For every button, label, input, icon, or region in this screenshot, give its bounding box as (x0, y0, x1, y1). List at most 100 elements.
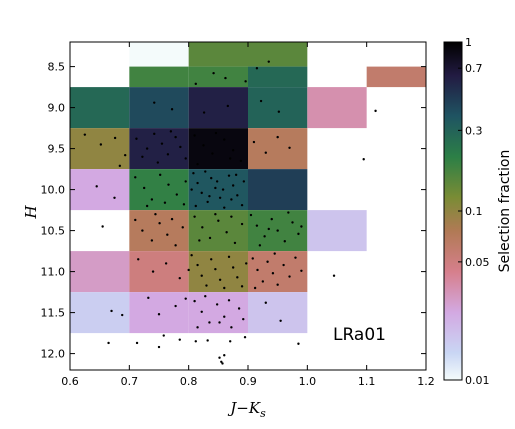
data-point (157, 313, 161, 316)
data-point (110, 309, 113, 313)
data-point (196, 162, 199, 166)
data-point (231, 149, 235, 152)
heatmap-cell (248, 128, 308, 170)
heatmap-cells (70, 42, 426, 334)
heatmap-cell (188, 210, 248, 252)
data-point (221, 362, 224, 365)
y-tick-label: 8.5 (48, 61, 66, 74)
data-point (187, 268, 190, 272)
colorbar-tick-label: 0.7 (465, 62, 483, 75)
data-point (229, 340, 232, 343)
heatmap-cell (248, 42, 308, 67)
data-point (158, 222, 161, 225)
data-point (206, 200, 209, 204)
x-tick-label: 0.6 (61, 375, 79, 388)
data-point (134, 176, 137, 179)
data-point (223, 138, 226, 141)
y-tick-label: 11.5 (41, 307, 66, 320)
data-point (227, 255, 231, 259)
data-point (239, 159, 243, 163)
data-point (258, 244, 262, 247)
y-axis-label: H (22, 205, 40, 220)
data-point (170, 108, 174, 111)
data-point (264, 301, 267, 304)
data-point (142, 186, 146, 190)
heatmap-cell (129, 87, 189, 129)
data-point (256, 268, 259, 272)
data-point (99, 143, 103, 146)
data-point (101, 225, 104, 228)
x-tick-label: 0.7 (121, 375, 139, 388)
data-point (151, 270, 155, 273)
heatmap-cell (129, 128, 189, 170)
data-point (282, 263, 285, 267)
data-point (236, 194, 239, 197)
data-point (184, 180, 187, 183)
colorbar-tick-label: 1 (465, 36, 472, 49)
data-point (279, 319, 282, 322)
x-axis-label: J−Ks (227, 399, 266, 420)
data-point (178, 276, 181, 280)
data-point (244, 80, 247, 83)
data-point (166, 153, 170, 156)
heatmap-cell (129, 210, 189, 252)
data-point (242, 317, 245, 321)
data-point (276, 135, 279, 139)
data-point (294, 256, 297, 259)
data-point (166, 233, 169, 236)
data-point (174, 135, 177, 139)
data-point (107, 341, 110, 345)
data-point (218, 278, 222, 281)
data-point (196, 326, 199, 329)
data-point (264, 151, 267, 154)
heatmap-cell (248, 251, 308, 293)
data-point (267, 227, 270, 231)
heatmap-cell (129, 66, 189, 88)
data-point (240, 222, 244, 226)
data-point (237, 307, 241, 310)
data-point (229, 157, 232, 160)
data-point (206, 339, 209, 342)
data-point (227, 174, 231, 177)
data-point (240, 203, 244, 207)
x-axis: 0.6 0.7 0.8 0.9 1.0 1.1 1.2 (61, 42, 435, 388)
data-point (175, 193, 178, 196)
data-point (193, 215, 196, 218)
data-point (291, 221, 294, 224)
data-point (202, 144, 205, 147)
data-point (242, 180, 246, 183)
data-point (249, 213, 253, 217)
data-point (218, 356, 221, 359)
data-point (288, 146, 291, 149)
data-point (204, 295, 207, 298)
x-tick-label: 0.9 (239, 375, 257, 388)
data-point (163, 201, 167, 204)
data-point (157, 345, 161, 349)
data-point (192, 172, 195, 175)
data-point (215, 303, 219, 306)
data-point (135, 137, 138, 140)
data-point (184, 297, 187, 300)
data-point (160, 142, 164, 145)
x-axis-label-main: J−K (227, 399, 261, 417)
data-point (215, 180, 219, 183)
data-point (194, 82, 197, 86)
data-point (223, 354, 226, 357)
data-point (214, 213, 217, 216)
heatmap-cell (188, 292, 248, 334)
data-point (181, 226, 184, 229)
data-point (277, 110, 281, 113)
heatmap-cell (307, 210, 367, 252)
data-point (154, 213, 157, 216)
y-tick-label: 10.0 (41, 184, 66, 197)
data-point (270, 217, 273, 221)
y-tick-label: 11.0 (41, 266, 66, 279)
data-point (217, 219, 220, 222)
data-point (145, 204, 149, 208)
scatter-points (83, 60, 377, 365)
data-point (243, 336, 247, 339)
data-point (214, 186, 217, 190)
data-point (135, 341, 139, 345)
data-point (263, 235, 266, 238)
data-point (255, 67, 259, 70)
